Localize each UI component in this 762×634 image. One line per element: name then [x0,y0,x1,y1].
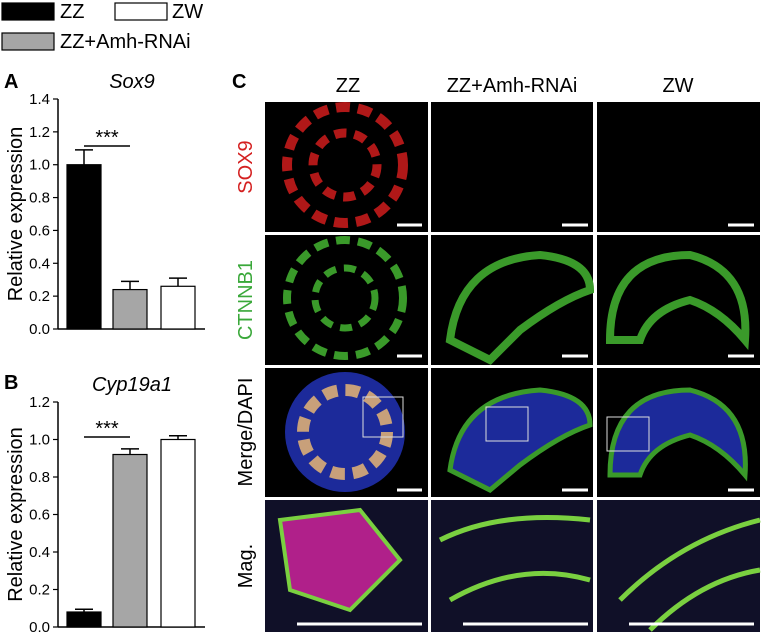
y-tick-label: 0.8 [29,469,50,486]
y-tick-label: 1.0 [29,432,50,449]
column-header: ZZ+Amh-RNAi [447,75,578,97]
y-tick-label: 1.0 [29,157,50,174]
legend-label: ZZ [60,1,84,23]
column-header: ZW [662,75,693,97]
inset-box [606,416,650,452]
tissue [282,102,408,228]
legend-swatch [114,2,168,21]
significance-label: *** [95,127,119,149]
significance-label: *** [95,418,119,440]
y-tick-label: 0.4 [29,544,50,561]
tissue [308,128,382,202]
tissue [605,250,750,351]
micrograph [597,102,760,232]
micrographs [265,102,761,632]
tissue [438,515,591,603]
y-tick-label: 1.2 [29,124,50,141]
y-tick-label: 0.8 [29,190,50,207]
y-tick-label: 1.2 [29,394,50,411]
tissue [277,507,403,613]
y-tick-label: 0.2 [29,582,50,599]
y-axis-label: Relative expression [5,427,27,602]
tissue [283,236,407,360]
inset-box [485,406,529,442]
tissue [311,264,379,332]
row-label: Mag. [235,544,257,588]
tissue [445,250,595,365]
inset-box [362,396,404,438]
chart-title: Cyp19a1 [92,374,172,396]
tissue [297,384,393,480]
bar [160,438,196,628]
y-tick-label: 0.6 [29,507,50,524]
scale-bars [297,223,754,626]
column-header: ZZ [336,75,360,97]
legend-label: ZW [172,1,203,23]
micrograph [431,500,593,632]
y-axis-label: Relative expression [5,127,27,302]
bar [112,453,148,628]
bar [160,285,196,330]
tissue [618,517,761,632]
tissue [447,387,593,493]
row-label: SOX9 [235,140,257,193]
legend-label: ZZ+Amh-RNAi [60,31,191,53]
y-tick-label: 0.4 [29,255,50,272]
panel-label: B [4,372,18,394]
y-tick-label: 0.0 [29,619,50,634]
y-tick-label: 1.4 [29,91,50,108]
legend-swatch [1,32,55,51]
bar [66,164,102,330]
y-tick-label: 0.2 [29,288,50,305]
bar [112,288,148,330]
row-label: CTNNB1 [235,260,257,340]
y-tick-label: 0.6 [29,222,50,239]
micrograph [597,500,760,632]
row-label: Merge/DAPI [235,378,257,487]
panel-label: A [4,71,18,93]
bar [66,611,102,628]
y-tick-label: 0.0 [29,321,50,338]
micrograph [431,102,593,232]
chart-title: Sox9 [109,71,155,93]
legend-swatch [1,2,55,21]
panel-label: C [232,71,246,93]
tissue [607,387,748,482]
